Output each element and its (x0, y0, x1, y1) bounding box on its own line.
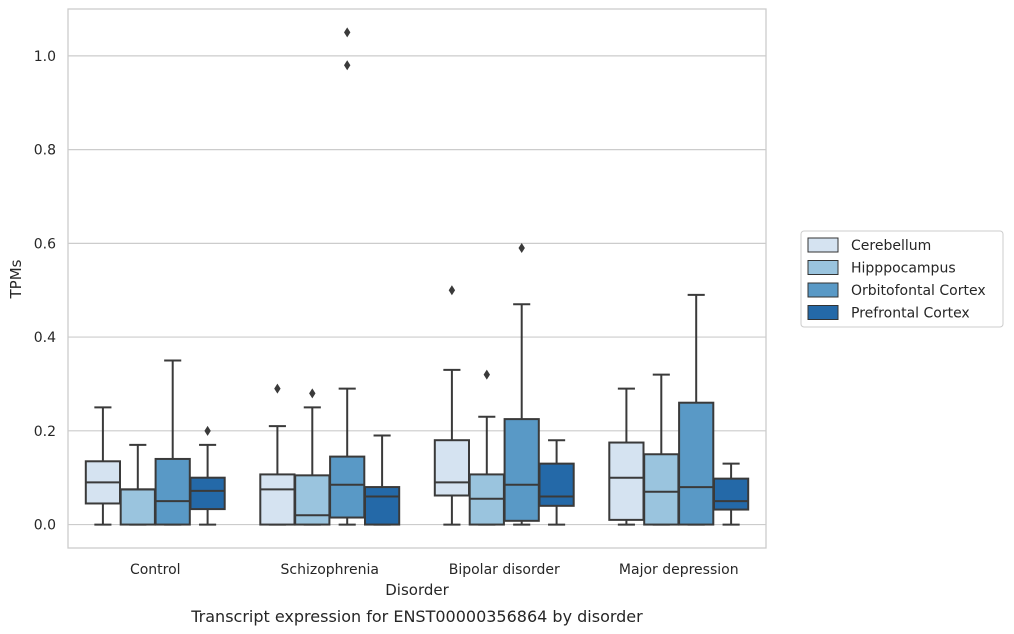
x-tick-label: Control (130, 562, 181, 578)
legend-swatch (807, 282, 839, 298)
legend-label: Prefrontal Cortex (851, 306, 970, 322)
box-iqr (259, 473, 296, 526)
box-iqr (363, 486, 401, 526)
box-iqr (154, 457, 191, 526)
y-tick-label: 0.0 (34, 518, 56, 534)
box-orbitofontal-cortex-0 (154, 359, 191, 526)
box-iqr (538, 462, 575, 507)
outlier-point (204, 425, 211, 436)
x-axis-title: Disorder (385, 581, 449, 599)
box-orbitofontal-cortex-3 (678, 293, 715, 526)
box-orbitofontal-cortex-1 (329, 27, 366, 526)
legend-swatch (807, 305, 839, 320)
box-cerebellum-1 (259, 383, 296, 526)
box-iqr (503, 418, 540, 522)
outlier-point (309, 388, 316, 399)
outlier-point (518, 243, 525, 254)
outlier-point (274, 383, 281, 394)
y-tick-label: 0.8 (34, 143, 56, 159)
legend: Cerebellum Hipppocampus Orbitofontal Corte… (800, 230, 1004, 328)
y-axis-title: TPMs (7, 259, 25, 299)
legend-swatch (807, 260, 839, 275)
legend-label: Hipppocampus (851, 261, 956, 277)
boxes (84, 27, 750, 526)
box-iqr (329, 455, 366, 519)
outlier-point (448, 285, 456, 296)
box-hipppocampus-1 (294, 388, 331, 526)
box-cerebellum-2 (433, 285, 471, 526)
box-iqr (189, 476, 226, 511)
x-tick-label: Bipolar disorder (449, 562, 560, 578)
box-prefrontal-cortex-0 (189, 425, 226, 526)
box-prefrontal-cortex-2 (538, 439, 575, 526)
x-tick-label: Major depression (619, 562, 739, 578)
box-hipppocampus-3 (643, 373, 680, 526)
box-iqr (643, 453, 680, 526)
y-tick-label: 1.0 (34, 49, 56, 65)
box-iqr (294, 474, 331, 526)
y-tick-label: 0.4 (34, 330, 56, 346)
box-iqr (678, 401, 715, 526)
box-iqr (608, 441, 645, 521)
box-iqr (433, 439, 471, 497)
legend-frame (800, 230, 1004, 328)
y-tick-label: 0.2 (34, 424, 56, 440)
chart-caption: Transcript expression for ENST0000035686… (190, 607, 643, 626)
x-tick-label: Schizophrenia (281, 562, 379, 578)
box-cerebellum-0 (84, 406, 122, 526)
outlier-point (344, 60, 351, 71)
plot-area-frame (67, 8, 767, 549)
outlier-point (483, 369, 490, 380)
legend-swatch (807, 237, 839, 253)
box-iqr (712, 477, 750, 511)
y-tick-label: 0.6 (34, 236, 56, 252)
legend-label: Cerebellum (851, 238, 931, 254)
y-axis-ticks: 0.0 0.2 0.4 0.6 0.8 1.0 (34, 49, 56, 534)
box-orbitofontal-cortex-2 (503, 243, 540, 526)
box-iqr (119, 488, 156, 526)
legend-label: Orbitofontal Cortex (851, 283, 986, 299)
box-hipppocampus-0 (119, 443, 156, 526)
box-cerebellum-3 (608, 387, 645, 526)
x-axis-ticks: Control Schizophrenia Bipolar disorder Majo… (130, 562, 739, 578)
box-prefrontal-cortex-1 (363, 434, 401, 526)
box-prefrontal-cortex-3 (712, 462, 750, 526)
outlier-point (344, 27, 351, 38)
box-hipppocampus-2 (468, 369, 505, 526)
